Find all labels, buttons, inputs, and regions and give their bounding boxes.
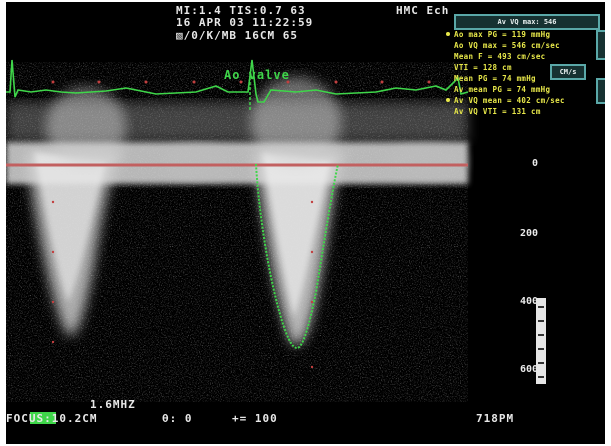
gain-label: += 100 — [232, 412, 278, 425]
measurement-row: Av VQ VTI = 131 cm — [454, 107, 541, 116]
time-label: 718PM — [476, 412, 515, 425]
scale-tick-label: 0 — [531, 158, 538, 169]
header-mi-tis: MI:1.4 TIS:0.7 63 — [176, 4, 306, 17]
measurement-title: Av VQ max: 546 — [454, 14, 600, 30]
ecg-trace — [6, 59, 469, 103]
angle-label: θ: 0 — [162, 412, 193, 425]
measurement-row: Ao max PG = 119 mmHg — [454, 30, 551, 39]
measurement-panel: Av VQ max: 546 Ao max PG = 119 mmHg Ao V… — [446, 14, 605, 132]
scale-tick-label: 600 — [519, 364, 538, 375]
focus-label: FOCUS:10.2CM — [6, 412, 98, 425]
header-institution: HMC Ech — [396, 4, 450, 17]
unit-box: CM/s — [550, 64, 586, 80]
scale-bar — [536, 298, 546, 384]
ultrasound-screen: MI:1.4 TIS:0.7 63 16 APR 03 11:22:59 ▧/0… — [6, 2, 605, 444]
ao-valve-label: Ao valve — [224, 68, 290, 82]
measurement-row: VTI = 128 cm — [454, 63, 512, 72]
measurement-row: Mean PG = 74 mmHg — [454, 74, 536, 83]
envelope-trace — [255, 163, 339, 350]
reference-dots — [51, 80, 431, 369]
measurement-bullet — [446, 98, 450, 102]
measurement-row: Av mean PG = 74 mmHg — [454, 85, 551, 94]
measurement-row: Mean F = 493 cm/sec — [454, 52, 546, 61]
focus-marker — [30, 412, 56, 424]
velocity-scale: 0 200 400 600 — [468, 152, 538, 392]
measurement-row: Av VQ mean = 402 cm/sec — [454, 96, 565, 105]
measurement-bullet — [446, 32, 450, 36]
scale-tick-label: 200 — [519, 228, 538, 239]
side-tab — [596, 30, 605, 60]
header-date-time: 16 APR 03 11:22:59 — [176, 16, 314, 29]
header-settings: ▧/0/K/MB 16CM 65 — [176, 29, 298, 42]
measurement-row: Ao VQ max = 546 cm/sec — [454, 41, 560, 50]
frequency-label: 1.6MHZ — [90, 398, 136, 411]
doppler-spectrum — [6, 59, 469, 402]
scale-tick-label: 400 — [519, 296, 538, 307]
side-tab — [596, 78, 605, 104]
